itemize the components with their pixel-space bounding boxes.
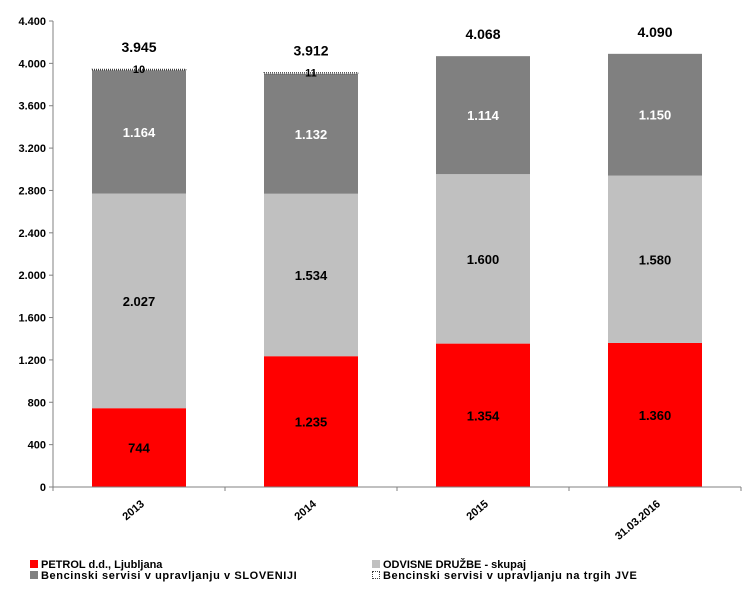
legend-swatch-bs-slovenija: [30, 571, 38, 579]
y-tick-label: 2.400: [18, 228, 46, 240]
y-tick-label: 0: [40, 482, 46, 494]
bar-segment: [264, 73, 358, 194]
bar-segment: [92, 408, 186, 487]
bar-value-label: 1.235: [295, 415, 328, 430]
bar-value-label: 1.132: [295, 127, 328, 142]
bar-segment: [264, 193, 358, 357]
bar-segment: [91, 68, 187, 71]
bar-value-label: 11: [305, 68, 317, 80]
bar-total-label: 3.912: [293, 43, 328, 59]
y-tick-label: 4.000: [18, 58, 46, 70]
bar-total-label: 4.090: [637, 24, 672, 40]
legend-item-bs-slovenija: Bencinski servisi v upravljanju v SLOVEN…: [30, 570, 297, 582]
bar-value-label: 1.164: [123, 125, 156, 140]
bar-value-label: 1.354: [467, 408, 500, 423]
y-tick-label: 800: [28, 397, 46, 409]
bar-segment: [92, 193, 186, 409]
bar-segment: [436, 56, 530, 175]
bar-value-label: 1.360: [639, 408, 672, 423]
x-axis: 2013 2014 2015 31.03.2016: [52, 486, 742, 543]
legend-swatch-bs-jve: [372, 571, 380, 579]
y-tick-label: 1.200: [18, 355, 46, 367]
legend-item-bs-jve: Bencinski servisi v upravljanju na trgih…: [372, 570, 637, 582]
bar-value-label: 1.150: [639, 108, 672, 123]
legend-label-petrol: PETROL d.d., Ljubljana: [41, 559, 163, 571]
bar-value-label: 1.534: [295, 268, 328, 283]
y-tick-label: 400: [28, 440, 46, 452]
bar-value-label: 2.027: [123, 294, 156, 309]
y-tick-label: 3.600: [18, 101, 46, 113]
bar-value-label: 1.114: [467, 108, 500, 123]
bar-segment: [608, 175, 702, 343]
y-tick-label: 2.800: [18, 185, 46, 197]
legend-label-bs-jve: Bencinski servisi v upravljanju na trgih…: [383, 570, 638, 582]
x-tick-label: 2014: [292, 498, 319, 523]
bar-segment: [263, 72, 359, 75]
x-tick-label: 2013: [120, 498, 146, 523]
y-axis: 0 400 800 1.200 1.600 2.000 2.400 2.800 3.200 3.6…: [18, 16, 54, 494]
y-tick-label: 1.600: [18, 313, 46, 325]
legend-label-bs-slovenija: Bencinski servisi v upravljanju v SLOVEN…: [41, 570, 298, 582]
x-tick-label: 2015: [464, 498, 490, 523]
bar-value-label: 1.600: [467, 252, 500, 267]
bars: 744 2.027 1.164 10 3.945 1.235 1.534 1.132 11 3.9…: [91, 24, 702, 487]
legend-swatch-odvisne: [372, 560, 380, 568]
bar-segment: [264, 356, 358, 487]
x-tick-label: 31.03.2016: [613, 498, 663, 543]
legend-item-petrol: PETROL d.d., Ljubljana: [30, 559, 162, 571]
y-tick-label: 2.000: [18, 270, 46, 282]
bar-total-label: 4.068: [465, 26, 500, 42]
legend-swatch-petrol: [30, 560, 38, 568]
bar-segment: [92, 70, 186, 194]
bar-total-label: 3.945: [121, 39, 156, 55]
bar-value-label: 10: [133, 64, 145, 76]
legend-label-odvisne: ODVISNE DRUŽBE - skupaj: [383, 559, 527, 571]
bar-value-label: 1.580: [639, 252, 672, 267]
legend-item-odvisne: ODVISNE DRUŽBE - skupaj: [372, 559, 526, 571]
y-tick-label: 3.200: [18, 143, 46, 155]
bar-segment: [436, 174, 530, 344]
bar-segment: [436, 343, 530, 487]
bar-segment: [608, 342, 702, 487]
stacked-bar-chart: 0 400 800 1.200 1.600 2.000 2.400 2.800 3.200 3.6…: [18, 16, 742, 543]
bar-value-label: 744: [128, 441, 150, 456]
bar-segment: [608, 53, 702, 176]
y-tick-label: 4.400: [18, 16, 46, 28]
